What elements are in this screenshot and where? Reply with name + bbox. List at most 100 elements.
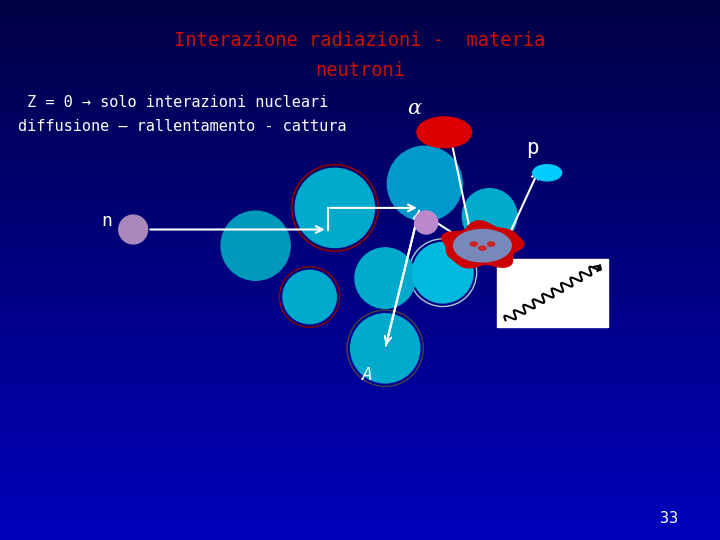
Bar [0, 394, 720, 400]
Bar [0, 119, 720, 124]
Bar [0, 535, 720, 540]
Bar [0, 167, 720, 173]
Ellipse shape [413, 242, 473, 303]
Ellipse shape [351, 314, 420, 383]
Bar [0, 200, 720, 205]
Bar [0, 140, 720, 146]
Bar [0, 216, 720, 221]
Ellipse shape [387, 146, 462, 221]
Bar [0, 32, 720, 38]
Bar [0, 443, 720, 448]
Text: p: p [526, 138, 539, 159]
Bar [0, 513, 720, 518]
Bar [0, 38, 720, 43]
Bar [0, 508, 720, 513]
Ellipse shape [417, 117, 472, 148]
Bar [497, 259, 608, 327]
Bar [0, 113, 720, 119]
Bar [0, 221, 720, 227]
Ellipse shape [462, 188, 517, 244]
Bar [0, 297, 720, 302]
Bar [0, 416, 720, 421]
Bar [0, 346, 720, 351]
Bar [0, 286, 720, 292]
Bar [0, 329, 720, 335]
Bar [0, 211, 720, 216]
Bar [0, 281, 720, 286]
Bar [0, 481, 720, 486]
Bar [0, 464, 720, 470]
Bar [0, 454, 720, 459]
Bar [0, 248, 720, 254]
Bar [0, 49, 720, 54]
Bar [0, 92, 720, 97]
Ellipse shape [119, 215, 148, 244]
Bar [0, 308, 720, 313]
Bar [0, 238, 720, 243]
Bar [0, 373, 720, 378]
Bar [0, 11, 720, 16]
Ellipse shape [283, 271, 336, 323]
Bar [0, 194, 720, 200]
Ellipse shape [295, 168, 374, 247]
Bar [0, 108, 720, 113]
Bar [0, 340, 720, 346]
Bar [0, 367, 720, 373]
Bar [0, 524, 720, 529]
Bar [0, 157, 720, 162]
Text: Interazione radiazioni -  materia: Interazione radiazioni - materia [174, 31, 546, 50]
Bar [0, 410, 720, 416]
Bar [0, 22, 720, 27]
Bar [0, 232, 720, 238]
Bar [0, 400, 720, 405]
Bar [0, 475, 720, 481]
Bar [0, 383, 720, 389]
Bar [0, 497, 720, 502]
Bar [0, 135, 720, 140]
Bar [0, 259, 720, 265]
Bar [0, 81, 720, 86]
Text: Z = 0 → solo interazioni nucleari: Z = 0 → solo interazioni nucleari [18, 95, 328, 110]
Bar [0, 313, 720, 319]
Bar [0, 292, 720, 297]
Bar [0, 227, 720, 232]
Bar [0, 405, 720, 410]
Ellipse shape [487, 242, 495, 246]
Bar [0, 529, 720, 535]
Ellipse shape [479, 246, 486, 250]
Bar [0, 356, 720, 362]
Bar [0, 205, 720, 211]
Text: 33: 33 [660, 511, 679, 526]
Bar [0, 124, 720, 130]
Bar [0, 254, 720, 259]
Text: neutroni: neutroni [315, 60, 405, 80]
Bar [0, 432, 720, 437]
Bar [0, 184, 720, 189]
Bar [0, 54, 720, 59]
Ellipse shape [415, 211, 438, 234]
Bar [0, 70, 720, 76]
Bar [0, 130, 720, 135]
Bar [0, 189, 720, 194]
Bar [0, 389, 720, 394]
Ellipse shape [355, 248, 415, 308]
Bar [0, 335, 720, 340]
Bar [0, 275, 720, 281]
Bar [0, 151, 720, 157]
Bar [0, 16, 720, 22]
Bar [0, 97, 720, 103]
Bar [0, 319, 720, 324]
Bar [0, 178, 720, 184]
Bar [0, 302, 720, 308]
Bar [0, 459, 720, 464]
Ellipse shape [533, 165, 562, 181]
Bar [0, 243, 720, 248]
Bar [0, 173, 720, 178]
Bar [0, 43, 720, 49]
Bar [0, 378, 720, 383]
Bar [0, 502, 720, 508]
Bar [0, 437, 720, 443]
Bar [0, 86, 720, 92]
Bar [0, 76, 720, 81]
Bar [0, 421, 720, 427]
